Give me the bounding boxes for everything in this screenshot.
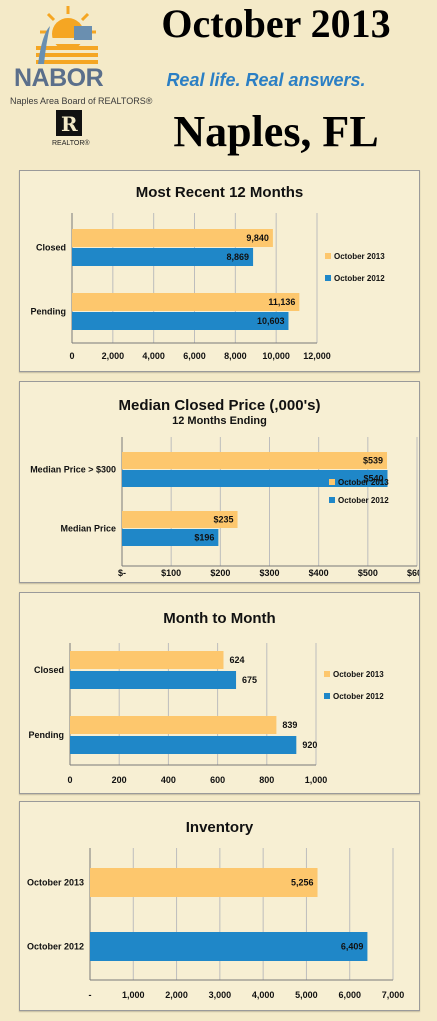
x-tick-label: 10,000 [262,351,290,361]
bar [122,452,388,469]
bar [122,511,238,528]
nabor-sun-logo-icon [36,6,98,64]
chart-month-to-month: Month to Month 0 200 400 600 800 1,000 Closed 62… [29,610,385,785]
page-title: October 2013 [161,1,391,46]
location-title: Naples, FL [173,107,379,156]
x-tick-label: - [89,990,92,1000]
bar [122,470,388,487]
x-tick-label: 6,000 [338,990,361,1000]
x-tick-label: 2,000 [165,990,188,1000]
chart-title: Median Closed Price (,000's) [119,397,321,414]
chart-recent-12-months: Most Recent 12 Months 0 2,000 4,000 6,000 8,0… [31,184,386,361]
x-tick-label: 2,000 [102,351,125,361]
data-label: 920 [302,740,317,750]
x-tick-label: 800 [259,775,274,785]
bar [70,736,297,754]
x-tick-label: 1,000 [305,775,328,785]
data-label: $539 [363,456,383,466]
data-label: $540 [363,474,383,484]
chart-panel-median-price: Median Closed Price (,000's) 12 Months En… [19,381,420,583]
legend-label: October 2012 [334,274,385,283]
data-label: 8,869 [227,252,250,262]
legend-label: October 2012 [338,496,389,505]
x-tick-label: $100 [161,568,181,578]
chart-subtitle: 12 Months Ending [172,415,267,427]
bar [70,651,224,669]
chart-inventory: Inventory - 1,000 2,000 3,000 4,000 5,000 6,000… [27,819,405,1000]
nabor-subtitle: Naples Area Board of REALTORS® [10,96,153,106]
legend-swatch [325,275,331,281]
data-label: $235 [214,515,234,525]
legend-label: October 2013 [334,252,385,261]
legend-label: October 2013 [338,478,389,487]
data-label: 675 [242,675,257,685]
legend-label: October 2012 [333,692,384,701]
x-tick-label: 12,000 [303,351,331,361]
category-label: Median Price [60,524,116,534]
x-tick-label: 4,000 [142,351,165,361]
x-tick-label: 8,000 [224,351,247,361]
data-label: 10,603 [257,316,285,326]
legend-swatch [329,497,335,503]
data-label: 5,256 [291,878,314,888]
realtor-label: REALTOR® [52,140,90,147]
tagline: Real life. Real answers. [166,70,366,90]
nabor-logo-text: NABOR [14,64,104,92]
bar [70,671,237,689]
category-label: Closed [36,243,66,253]
chart-title: Most Recent 12 Months [136,184,304,201]
x-tick-label: $400 [309,568,329,578]
x-tick-label: 5,000 [295,990,318,1000]
chart-panel-inventory: Inventory - 1,000 2,000 3,000 4,000 5,000 6,000… [19,801,420,1011]
x-tick-label: 4,000 [252,990,275,1000]
bar [72,293,300,311]
x-tick-label: 400 [161,775,176,785]
x-tick-label: 1,000 [122,990,145,1000]
bar [122,529,219,546]
data-label: 11,136 [268,297,295,307]
x-tick-label: 600 [210,775,225,785]
bar [90,932,368,961]
data-label: 624 [230,655,245,665]
bar [72,312,289,330]
category-label: Closed [34,665,64,675]
bar [72,229,273,247]
legend-swatch [329,479,335,485]
bar [70,716,277,734]
chart-title: Inventory [186,819,254,836]
chart-median-closed-price: Median Closed Price (,000's)12 Months En… [30,397,419,578]
bar [72,248,254,266]
chart-panel-month-to-month: Month to Month 0 200 400 600 800 1,000 Closed 62… [19,592,420,794]
data-label: 9,840 [246,233,269,243]
legend-label: October 2013 [333,670,384,679]
data-label: $196 [194,533,214,543]
x-tick-label: 0 [69,351,74,361]
data-label: 839 [282,720,297,730]
x-tick-label: $200 [210,568,230,578]
chart-title: Month to Month [163,610,275,627]
category-label: Median Price > $300 [30,465,116,475]
page-header: NABOR Naples Area Board of REALTORS® R R… [0,0,437,165]
data-label: 6,409 [341,942,364,952]
x-tick-label: 0 [67,775,72,785]
x-tick-label: 200 [112,775,127,785]
bar [90,868,318,897]
x-tick-label: $- [118,568,126,578]
x-tick-label: $600 [407,568,419,578]
realtor-r-icon: R [56,110,82,136]
x-tick-label: $300 [259,568,279,578]
x-tick-label: $500 [358,568,378,578]
x-tick-label: 3,000 [209,990,232,1000]
x-tick-label: 7,000 [382,990,405,1000]
category-label: October 2013 [27,878,84,888]
category-label: Pending [29,730,65,740]
legend-swatch [325,253,331,259]
x-tick-label: 6,000 [183,351,206,361]
legend-swatch [324,693,330,699]
category-label: Pending [31,307,67,317]
category-label: October 2012 [27,942,84,952]
chart-panel-recent-12-months: Most Recent 12 Months 0 2,000 4,000 6,000 8,0… [19,170,420,372]
legend-swatch [324,671,330,677]
